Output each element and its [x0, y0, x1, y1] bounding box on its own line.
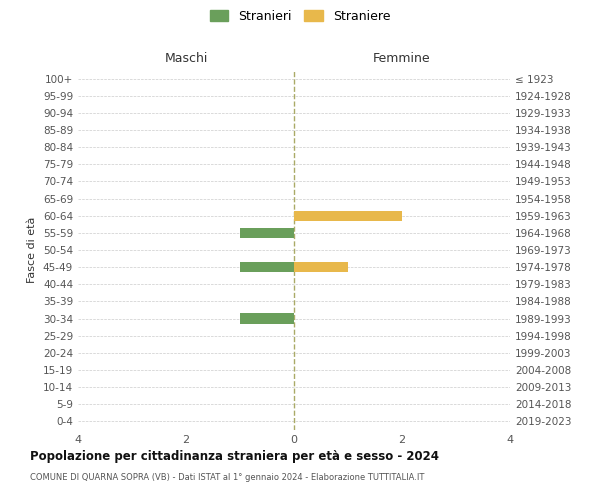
- Bar: [294, 210, 402, 221]
- Text: Maschi: Maschi: [164, 52, 208, 65]
- Bar: [240, 262, 294, 272]
- Text: Femmine: Femmine: [373, 52, 431, 65]
- Text: Popolazione per cittadinanza straniera per età e sesso - 2024: Popolazione per cittadinanza straniera p…: [30, 450, 439, 463]
- Bar: [240, 228, 294, 238]
- Bar: [294, 262, 348, 272]
- Bar: [240, 314, 294, 324]
- Y-axis label: Fasce di età: Fasce di età: [28, 217, 37, 283]
- Legend: Stranieri, Straniere: Stranieri, Straniere: [206, 6, 394, 26]
- Text: COMUNE DI QUARNA SOPRA (VB) - Dati ISTAT al 1° gennaio 2024 - Elaborazione TUTTI: COMUNE DI QUARNA SOPRA (VB) - Dati ISTAT…: [30, 472, 424, 482]
